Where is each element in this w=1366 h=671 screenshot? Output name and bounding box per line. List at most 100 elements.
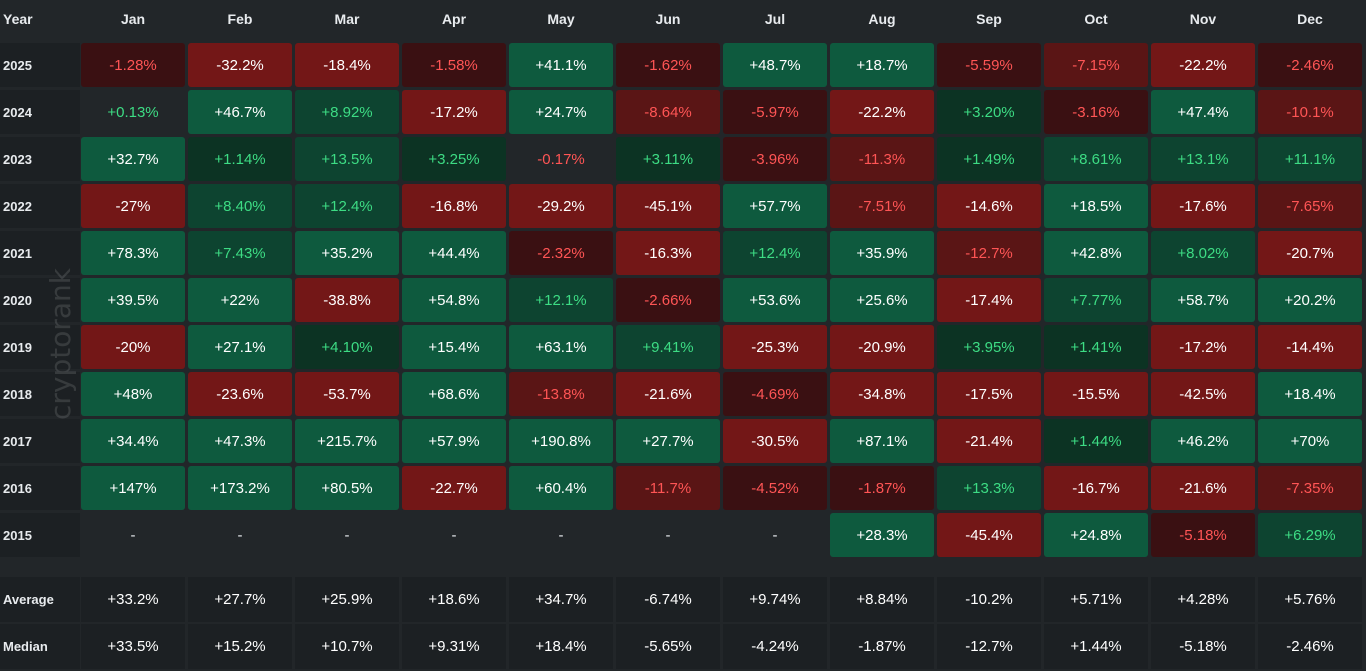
heatmap-cell-2020-aug: +25.6% xyxy=(830,278,934,322)
heatmap-cell-2022-feb: +8.40% xyxy=(188,184,292,228)
heatmap-cell-2019-feb: +27.1% xyxy=(188,325,292,369)
month-header-jan: Jan xyxy=(120,11,146,27)
heatmap-cell-2021-jun: -16.3% xyxy=(616,231,720,275)
heatmap-cell-2016-dec: -7.35% xyxy=(1258,466,1362,510)
heatmap-cell-2016-aug: -1.87% xyxy=(830,466,934,510)
heatmap-cell-2023-apr: +3.25% xyxy=(402,137,506,181)
heatmap-cell-2016-jan: +147% xyxy=(81,466,185,510)
heatmap-cell-2015-mar: - xyxy=(344,526,350,544)
heatmap-cell-2017-dec: +70% xyxy=(1258,419,1362,463)
heatmap-cell-2016-feb: +173.2% xyxy=(188,466,292,510)
heatmap-cell-2022-jun: -45.1% xyxy=(616,184,720,228)
summary-label-median: Median xyxy=(0,624,80,669)
heatmap-cell-2015-jun: - xyxy=(665,526,671,544)
month-header-apr: Apr xyxy=(441,11,467,27)
heatmap-cell-2019-jun: +9.41% xyxy=(616,325,720,369)
summary-cell-average-jun: -6.74% xyxy=(616,577,720,622)
heatmap-cell-2020-nov: +58.7% xyxy=(1151,278,1255,322)
summary-cell-median-jul: -4.24% xyxy=(723,624,827,669)
heatmap-cell-2023-sep: +1.49% xyxy=(937,137,1041,181)
heatmap-cell-2021-feb: +7.43% xyxy=(188,231,292,275)
heatmap-cell-2023-dec: +11.1% xyxy=(1258,137,1362,181)
year-label-2019: 2019 xyxy=(0,325,80,369)
year-column-header: Year xyxy=(3,11,33,27)
heatmap-cell-2019-dec: -14.4% xyxy=(1258,325,1362,369)
heatmap-cell-2021-aug: +35.9% xyxy=(830,231,934,275)
heatmap-cell-2023-mar: +13.5% xyxy=(295,137,399,181)
summary-cell-average-aug: +8.84% xyxy=(830,577,934,622)
month-header-may: May xyxy=(547,11,575,27)
month-header-mar: Mar xyxy=(334,11,360,27)
heatmap-cell-2022-apr: -16.8% xyxy=(402,184,506,228)
heatmap-cell-2017-mar: +215.7% xyxy=(295,419,399,463)
summary-cell-median-jan: +33.5% xyxy=(81,624,185,669)
heatmap-cell-2024-oct: -3.16% xyxy=(1044,90,1148,134)
heatmap-cell-2016-apr: -22.7% xyxy=(402,466,506,510)
heatmap-cell-2018-may: -13.8% xyxy=(509,372,613,416)
summary-cell-average-may: +34.7% xyxy=(509,577,613,622)
heatmap-cell-2018-aug: -34.8% xyxy=(830,372,934,416)
year-label-2018: 2018 xyxy=(0,372,80,416)
heatmap-cell-2016-sep: +13.3% xyxy=(937,466,1041,510)
year-label-2021: 2021 xyxy=(0,231,80,275)
month-header-oct: Oct xyxy=(1084,11,1108,27)
summary-cell-average-mar: +25.9% xyxy=(295,577,399,622)
heatmap-cell-2016-oct: -16.7% xyxy=(1044,466,1148,510)
heatmap-cell-2018-sep: -17.5% xyxy=(937,372,1041,416)
summary-cell-median-apr: +9.31% xyxy=(402,624,506,669)
heatmap-cell-2017-sep: -21.4% xyxy=(937,419,1041,463)
heatmap-cell-2024-nov: +47.4% xyxy=(1151,90,1255,134)
heatmap-cell-2022-jan: -27% xyxy=(81,184,185,228)
summary-cell-average-nov: +4.28% xyxy=(1151,577,1255,622)
heatmap-cell-2025-mar: -18.4% xyxy=(295,43,399,87)
heatmap-cell-2019-aug: -20.9% xyxy=(830,325,934,369)
heatmap-cell-2017-apr: +57.9% xyxy=(402,419,506,463)
heatmap-cell-2024-jun: -8.64% xyxy=(616,90,720,134)
heatmap-cell-2015-nov: -5.18% xyxy=(1151,513,1255,557)
heatmap-cell-2019-mar: +4.10% xyxy=(295,325,399,369)
heatmap-cell-2020-may: +12.1% xyxy=(509,278,613,322)
heatmap-cell-2025-feb: -32.2% xyxy=(188,43,292,87)
heatmap-cell-2025-jan: -1.28% xyxy=(81,43,185,87)
heatmap-cell-2023-oct: +8.61% xyxy=(1044,137,1148,181)
summary-label-average: Average xyxy=(0,577,80,622)
heatmap-cell-2018-nov: -42.5% xyxy=(1151,372,1255,416)
summary-cell-median-dec: -2.46% xyxy=(1258,624,1362,669)
summary-cell-average-feb: +27.7% xyxy=(188,577,292,622)
summary-cell-average-oct: +5.71% xyxy=(1044,577,1148,622)
heatmap-cell-2015-aug: +28.3% xyxy=(830,513,934,557)
heatmap-cell-2025-oct: -7.15% xyxy=(1044,43,1148,87)
month-header-jun: Jun xyxy=(655,11,681,27)
heatmap-cell-2022-aug: -7.51% xyxy=(830,184,934,228)
month-header-aug: Aug xyxy=(868,11,896,27)
heatmap-cell-2016-jul: -4.52% xyxy=(723,466,827,510)
heatmap-cell-2022-jul: +57.7% xyxy=(723,184,827,228)
year-label-2016: 2016 xyxy=(0,466,80,510)
heatmap-cell-2022-dec: -7.65% xyxy=(1258,184,1362,228)
heatmap-cell-2021-nov: +8.02% xyxy=(1151,231,1255,275)
summary-cell-median-oct: +1.44% xyxy=(1044,624,1148,669)
month-header-sep: Sep xyxy=(976,11,1002,27)
heatmap-cell-2020-dec: +20.2% xyxy=(1258,278,1362,322)
heatmap-cell-2020-jun: -2.66% xyxy=(616,278,720,322)
heatmap-cell-2021-jan: +78.3% xyxy=(81,231,185,275)
heatmap-cell-2023-may: -0.17% xyxy=(509,137,613,181)
heatmap-cell-2020-oct: +7.77% xyxy=(1044,278,1148,322)
heatmap-cell-2024-jul: -5.97% xyxy=(723,90,827,134)
summary-cell-average-sep: -10.2% xyxy=(937,577,1041,622)
heatmap-cell-2024-sep: +3.20% xyxy=(937,90,1041,134)
month-header-jul: Jul xyxy=(764,11,786,27)
summary-cell-median-feb: +15.2% xyxy=(188,624,292,669)
heatmap-cell-2021-apr: +44.4% xyxy=(402,231,506,275)
heatmap-cell-2022-oct: +18.5% xyxy=(1044,184,1148,228)
heatmap-cell-2022-nov: -17.6% xyxy=(1151,184,1255,228)
heatmap-cell-2024-apr: -17.2% xyxy=(402,90,506,134)
heatmap-cell-2017-aug: +87.1% xyxy=(830,419,934,463)
heatmap-cell-2025-jun: -1.62% xyxy=(616,43,720,87)
summary-cell-median-nov: -5.18% xyxy=(1151,624,1255,669)
heatmap-cell-2019-jan: -20% xyxy=(81,325,185,369)
heatmap-cell-2017-jun: +27.7% xyxy=(616,419,720,463)
heatmap-cell-2017-jan: +34.4% xyxy=(81,419,185,463)
heatmap-cell-2015-may: - xyxy=(558,526,564,544)
